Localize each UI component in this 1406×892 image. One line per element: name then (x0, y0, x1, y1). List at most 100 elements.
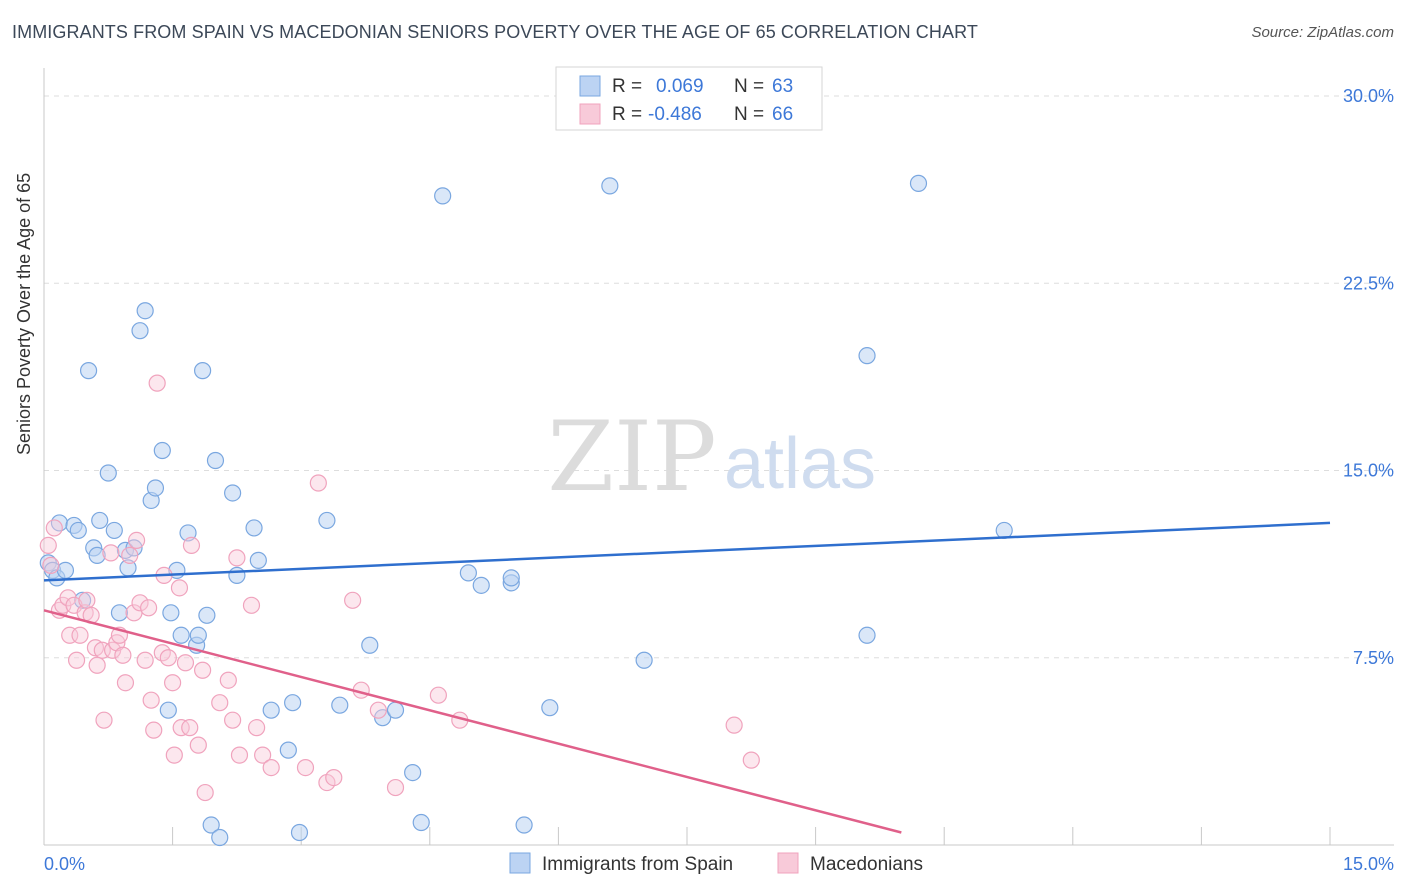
point-macedonians (344, 591, 362, 609)
point-macedonians (136, 651, 154, 669)
point-immigrants-from-spain (284, 694, 302, 712)
y-tick-labels: 7.5% 15.0% 22.5% 30.0% (1343, 86, 1394, 668)
chart-title: IMMIGRANTS FROM SPAIN VS MACEDONIAN SENI… (12, 22, 978, 42)
x-ticks (172, 827, 1331, 845)
stats-n-value: 63 (772, 76, 793, 97)
point-immigrants-from-spain (172, 626, 190, 644)
legend-swatch-macedonians (777, 852, 799, 874)
point-macedonians (139, 599, 158, 617)
point-macedonians (369, 701, 387, 719)
point-macedonians (145, 721, 163, 739)
point-macedonians (742, 751, 760, 769)
point-immigrants-from-spain (262, 701, 280, 719)
point-immigrants-from-spain (211, 828, 229, 847)
point-immigrants-from-spain (279, 741, 297, 759)
trend-line-immigrants-from-spain (43, 521, 1331, 582)
point-immigrants-from-spain (198, 606, 216, 624)
point-macedonians (194, 661, 212, 679)
point-macedonians (102, 544, 120, 562)
series-legend: Immigrants from Spain Macedonians (509, 852, 923, 875)
point-macedonians (176, 654, 195, 672)
point-macedonians (45, 519, 63, 537)
point-macedonians (127, 531, 146, 550)
point-macedonians (142, 691, 160, 709)
point-immigrants-from-spain (189, 626, 207, 644)
legend-label-macedonians: Macedonians (810, 854, 923, 875)
point-immigrants-from-spain (290, 823, 309, 842)
point-immigrants-from-spain (91, 511, 109, 530)
point-macedonians (429, 686, 447, 704)
stats-swatch-macedonians (579, 103, 601, 125)
point-macedonians (67, 651, 86, 669)
point-macedonians (78, 591, 96, 609)
point-immigrants-from-spain (331, 696, 349, 714)
point-macedonians (148, 374, 166, 392)
point-macedonians (88, 656, 106, 674)
point-macedonians (725, 716, 743, 734)
point-immigrants-from-spain (245, 519, 263, 537)
point-macedonians (189, 736, 207, 754)
point-immigrants-from-spain (228, 566, 246, 584)
y-tick-label: 22.5% (1343, 273, 1394, 293)
point-macedonians (170, 579, 189, 597)
point-macedonians (71, 626, 89, 644)
y-tick-label: 15.0% (1343, 461, 1394, 481)
watermark-atlas: atlas (724, 424, 876, 504)
stats-n-value: 66 (772, 104, 793, 125)
point-immigrants-from-spain (601, 177, 619, 195)
point-macedonians (182, 536, 201, 555)
point-immigrants-from-spain (153, 441, 171, 460)
stats-n-label: N = (734, 76, 764, 97)
watermark: ZIP atlas (547, 401, 876, 513)
gridlines (44, 95, 1394, 659)
point-macedonians (159, 649, 177, 667)
point-macedonians (211, 694, 229, 712)
point-immigrants-from-spain (99, 464, 117, 482)
y-tick-label: 7.5% (1353, 648, 1394, 668)
stats-r-value: 0.069 (656, 76, 704, 97)
point-macedonians (386, 778, 405, 797)
point-immigrants-from-spain (224, 484, 242, 502)
point-immigrants-from-spain (105, 521, 123, 540)
trend-lines (43, 521, 1331, 834)
point-immigrants-from-spain (472, 576, 490, 594)
point-immigrants-from-spain (136, 302, 154, 320)
point-macedonians (116, 674, 135, 692)
point-immigrants-from-spain (194, 362, 212, 380)
point-immigrants-from-spain (858, 347, 876, 365)
legend-swatch-spain (509, 852, 531, 874)
stats-r-label: R = (612, 76, 642, 97)
point-immigrants-from-spain (159, 701, 177, 719)
point-immigrants-from-spain (131, 322, 149, 340)
point-immigrants-from-spain (69, 521, 87, 540)
point-macedonians (309, 474, 327, 492)
point-macedonians (248, 719, 266, 737)
stats-swatch-spain (579, 75, 601, 97)
watermark-zip: ZIP (547, 401, 716, 513)
point-immigrants-from-spain (318, 511, 336, 530)
point-macedonians (164, 674, 182, 692)
point-macedonians (114, 646, 132, 664)
stats-n-label: N = (734, 104, 764, 125)
point-macedonians (42, 556, 60, 574)
point-macedonians (86, 639, 105, 657)
point-macedonians (254, 746, 272, 764)
point-immigrants-from-spain (73, 591, 92, 609)
trend-line-macedonians (43, 609, 902, 834)
point-macedonians (228, 549, 246, 567)
point-immigrants-from-spain (206, 451, 225, 470)
point-immigrants-from-spain (146, 479, 165, 497)
point-immigrants-from-spain (459, 564, 477, 582)
x-tick-label-min: 0.0% (44, 854, 85, 874)
legend-label-spain: Immigrants from Spain (542, 854, 733, 875)
stats-legend: R = 0.069 N = 63 R = -0.486 N = 66 (555, 66, 823, 131)
point-macedonians (296, 759, 315, 777)
point-immigrants-from-spain (361, 636, 379, 654)
data-points (39, 174, 1013, 847)
point-macedonians (242, 596, 261, 614)
point-immigrants-from-spain (88, 546, 106, 564)
point-immigrants-from-spain (412, 813, 430, 832)
point-macedonians (131, 594, 149, 612)
point-macedonians (230, 746, 249, 764)
